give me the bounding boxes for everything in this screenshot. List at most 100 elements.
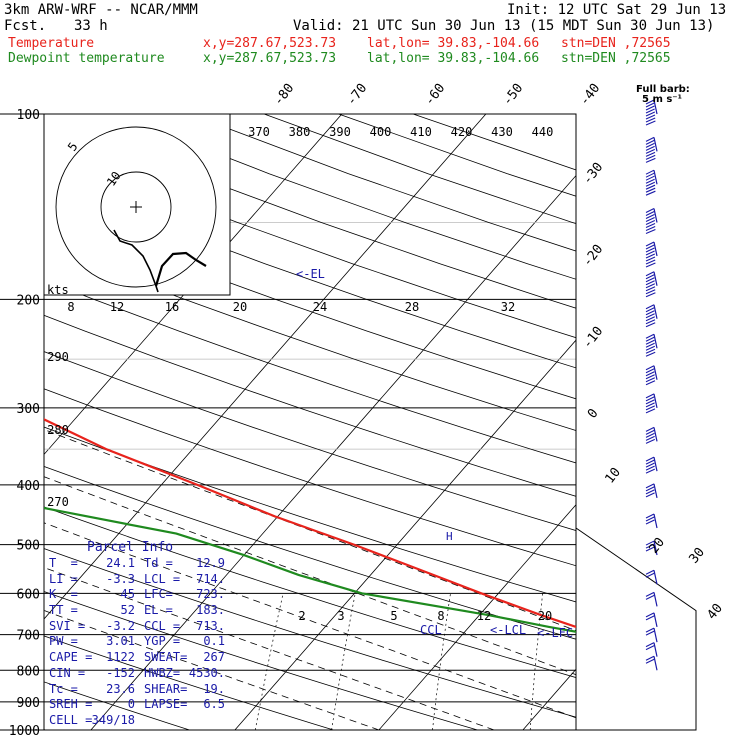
dry-adiabat bbox=[44, 591, 479, 730]
parcel-info-value: 4530. bbox=[188, 665, 225, 680]
wind-barb-flag bbox=[645, 157, 656, 163]
mixing-ratio-label: 5 bbox=[390, 609, 397, 623]
pressure-label: 300 bbox=[17, 402, 40, 417]
parcel-info-key: LFC= bbox=[144, 587, 173, 602]
mixing-ratio-label: 8 bbox=[437, 609, 444, 623]
dry-adiabat bbox=[44, 314, 576, 497]
wind-barb-flag bbox=[645, 456, 655, 462]
parcel-info-key: EL = bbox=[144, 603, 173, 618]
wind-barb-flag bbox=[645, 253, 656, 259]
wind-barb-flag bbox=[645, 489, 655, 495]
wind-barb-flag bbox=[645, 114, 656, 120]
wind-barb-flag bbox=[645, 210, 655, 216]
parcel-info-row: CELL = 349/18 bbox=[45, 713, 225, 729]
temperature-label: Temperature bbox=[8, 36, 95, 51]
isotherm-label: -30 bbox=[580, 160, 606, 188]
wind-barb bbox=[645, 333, 658, 357]
wind-barb-flag bbox=[645, 184, 656, 190]
parcel-info-key: TT = bbox=[49, 603, 78, 618]
wind-barb-flag bbox=[645, 630, 655, 636]
wind-barb-flag bbox=[645, 169, 655, 175]
dewpoint-station: stn=DEN ,72565 bbox=[561, 51, 671, 66]
parcel-info-row: K = 45 LFC= 723. bbox=[45, 587, 225, 603]
wind-barb-flag bbox=[645, 396, 655, 402]
model-title: 3km ARW-WRF -- NCAR/MMM bbox=[4, 2, 198, 18]
wind-barb bbox=[645, 591, 658, 607]
wind-barb-flag bbox=[645, 333, 655, 339]
parcel-info-key: CELL = bbox=[49, 712, 93, 727]
wind-barb-flag bbox=[645, 145, 655, 151]
parcel-info-row: SREH = 0 LAPSE= 6.5 bbox=[45, 697, 225, 713]
parcel-info-value: 19. bbox=[203, 681, 225, 696]
dry-adiabat bbox=[44, 244, 576, 431]
pressure-label: 800 bbox=[17, 664, 40, 679]
isotherm-line bbox=[378, 504, 576, 730]
wind-barb bbox=[645, 483, 658, 499]
plot-frame bbox=[43, 113, 577, 731]
mixing-ratio-label: 2 bbox=[298, 609, 305, 623]
wind-barb bbox=[645, 207, 658, 234]
wind-barb-shaft bbox=[653, 642, 658, 657]
parcel-info-title: Parcel Info bbox=[87, 540, 174, 555]
wind-barb-flag bbox=[645, 108, 655, 114]
wind-barb-shaft bbox=[653, 137, 658, 152]
wind-barb-flag bbox=[645, 342, 655, 348]
wind-barb-flag bbox=[645, 380, 656, 386]
theta-label: 280 bbox=[47, 423, 69, 437]
thetae-label: 32 bbox=[501, 300, 515, 314]
theta-label: 380 bbox=[289, 125, 311, 139]
pressure-label: 500 bbox=[17, 539, 40, 554]
theta-label: 420 bbox=[451, 125, 473, 139]
dry-adiabat bbox=[338, 114, 576, 197]
wind-barb-shaft bbox=[653, 241, 658, 257]
parcel-info-value: 0.1 bbox=[203, 634, 225, 649]
thetae-label: 20 bbox=[233, 300, 247, 314]
parcel-info-value: 0 bbox=[127, 697, 135, 712]
wind-barb-shaft bbox=[653, 427, 658, 442]
wind-barb-flag bbox=[645, 572, 655, 578]
pressure-label: 400 bbox=[17, 479, 40, 494]
wind-barb-flag bbox=[645, 426, 655, 432]
parcel-info-key: CIN = bbox=[49, 665, 86, 680]
parcel-info-value: 267 bbox=[203, 650, 225, 665]
marker-h: H bbox=[446, 530, 453, 543]
wind-barb bbox=[645, 136, 658, 163]
parcel-info-key: CCL = bbox=[144, 618, 181, 633]
parcel-info-row: Tc = 23.6 SHEAR= 19. bbox=[45, 682, 225, 698]
isotherm-label: 20 bbox=[647, 535, 668, 557]
parcel-info-key: LAPSE= bbox=[144, 697, 188, 712]
wind-barb-shaft bbox=[653, 483, 658, 499]
wind-barb-flag bbox=[645, 274, 655, 280]
parcel-info-value: 723. bbox=[196, 587, 225, 602]
wind-barb-flag bbox=[645, 368, 655, 374]
dry-adiabat bbox=[44, 506, 576, 678]
wind-barb-flag bbox=[645, 190, 656, 196]
wind-barb-shaft bbox=[653, 570, 658, 585]
moist-adiabat bbox=[44, 610, 380, 730]
parcel-info-value: -152 bbox=[106, 665, 135, 680]
isotherm-label: 30 bbox=[687, 545, 708, 567]
wind-barb-flag bbox=[645, 304, 655, 310]
wind-barb-flag bbox=[645, 213, 655, 219]
wind-barb bbox=[645, 365, 658, 386]
isotherm-line bbox=[522, 668, 576, 730]
wind-barb-flag bbox=[645, 322, 656, 328]
wind-barb-flag bbox=[645, 225, 656, 231]
wind-barb-flag bbox=[645, 228, 656, 234]
thetae-label: 24 bbox=[313, 300, 327, 314]
wind-barb-flag bbox=[645, 435, 655, 441]
wind-barb-flag bbox=[645, 468, 656, 474]
parcel-info-key: K = bbox=[49, 587, 78, 602]
level-annotation: CCL bbox=[420, 623, 442, 637]
wind-barb-flag bbox=[645, 244, 655, 250]
mixing-ratio-label: 3 bbox=[337, 609, 344, 623]
wind-barb-flag bbox=[645, 216, 655, 222]
mixing-ratio-line bbox=[254, 593, 284, 730]
wind-barb-shaft bbox=[653, 457, 658, 472]
wind-barb-flag bbox=[645, 247, 655, 253]
wind-barb-flag bbox=[645, 280, 655, 286]
dewpoint-label: Dewpoint temperature bbox=[8, 51, 165, 66]
wind-barb-flag bbox=[645, 207, 655, 213]
wind-barb-shaft bbox=[653, 627, 658, 643]
wind-barb-flag bbox=[645, 102, 655, 108]
